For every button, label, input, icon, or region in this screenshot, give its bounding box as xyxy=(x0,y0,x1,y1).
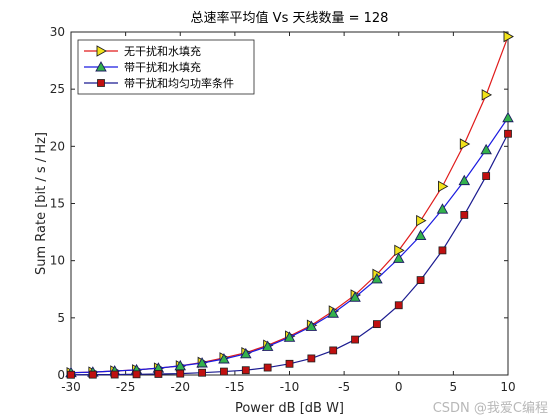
x-tick-label: -15 xyxy=(225,380,245,394)
data-point xyxy=(154,370,163,378)
data-point xyxy=(504,129,512,138)
x-axis-label: Power dB [dB W] xyxy=(235,401,344,416)
data-point xyxy=(196,357,208,368)
data-point xyxy=(460,211,469,219)
x-tick-label: 5 xyxy=(450,380,458,394)
data-point xyxy=(394,244,405,257)
watermark: CSDN @我爱C编程 xyxy=(432,401,548,416)
y-tick-label: 20 xyxy=(50,139,65,153)
legend-label: 无干扰和水填充 xyxy=(124,44,201,58)
y-axis-label: Sum Rate [bit / s / Hz] xyxy=(34,132,49,275)
data-point xyxy=(480,143,492,155)
y-tick-label: 30 xyxy=(50,25,65,39)
y-tick-label: 0 xyxy=(57,368,65,382)
data-point xyxy=(283,331,296,342)
data-point xyxy=(438,246,447,255)
y-tick-label: 15 xyxy=(50,197,65,211)
data-point xyxy=(372,320,381,329)
data-point xyxy=(458,174,471,186)
data-point xyxy=(88,370,97,379)
data-point xyxy=(327,307,339,318)
data-point xyxy=(305,320,318,331)
data-point xyxy=(371,273,383,284)
data-point xyxy=(263,363,272,372)
data-point xyxy=(220,367,228,376)
data-point xyxy=(481,89,493,101)
y-tick-label: 5 xyxy=(57,311,65,325)
y-tick-label: 10 xyxy=(50,254,65,268)
data-point xyxy=(416,276,425,285)
x-axis-ticks: -30 -25 -20 -15 -10 -5 0 5 10 xyxy=(61,32,516,394)
x-tick-label: -5 xyxy=(338,380,350,394)
legend-marker xyxy=(97,79,105,87)
legend-entry: 带干扰和均匀功率条件 xyxy=(84,76,234,90)
chart-title: 总速率平均值 Vs 天线数量 = 128 xyxy=(191,10,389,26)
legend-entry: 带干扰和水填充 xyxy=(84,60,201,74)
series-2 xyxy=(65,111,514,378)
data-point xyxy=(218,353,230,364)
legend-marker xyxy=(95,61,107,72)
data-point xyxy=(438,180,449,193)
data-point xyxy=(285,359,294,368)
series-3 xyxy=(67,129,512,379)
data-point xyxy=(392,252,405,263)
data-point xyxy=(110,370,119,379)
data-point xyxy=(67,370,75,379)
x-tick-label: -25 xyxy=(116,380,136,394)
data-point xyxy=(416,214,427,227)
data-point xyxy=(502,111,514,123)
data-point xyxy=(436,203,449,214)
data-point xyxy=(261,340,274,351)
y-axis-ticks: 0 5 10 15 20 25 30 xyxy=(50,25,508,382)
x-tick-label: -30 xyxy=(61,380,81,394)
data-point xyxy=(307,354,316,363)
data-point xyxy=(240,347,252,359)
y-tick-label: 25 xyxy=(50,82,65,96)
data-point xyxy=(459,138,471,150)
data-point xyxy=(329,346,338,355)
series-layer xyxy=(65,30,514,379)
data-point xyxy=(351,335,359,344)
data-point xyxy=(503,30,514,43)
data-point xyxy=(132,370,141,379)
legend-label: 带干扰和水填充 xyxy=(124,60,201,74)
x-tick-label: 10 xyxy=(500,380,515,394)
data-point xyxy=(482,172,491,180)
data-point xyxy=(414,229,427,240)
x-tick-label: -10 xyxy=(280,380,300,394)
x-tick-label: 0 xyxy=(395,380,403,394)
data-point xyxy=(394,301,403,310)
legend-marker xyxy=(96,45,107,57)
legend-label: 带干扰和均匀功率条件 xyxy=(124,76,234,90)
data-point xyxy=(176,369,185,378)
legend-entry: 无干扰和水填充 xyxy=(84,44,201,58)
data-point xyxy=(241,366,250,375)
data-point xyxy=(198,368,207,377)
x-tick-label: -20 xyxy=(170,380,190,394)
data-point xyxy=(349,291,361,302)
